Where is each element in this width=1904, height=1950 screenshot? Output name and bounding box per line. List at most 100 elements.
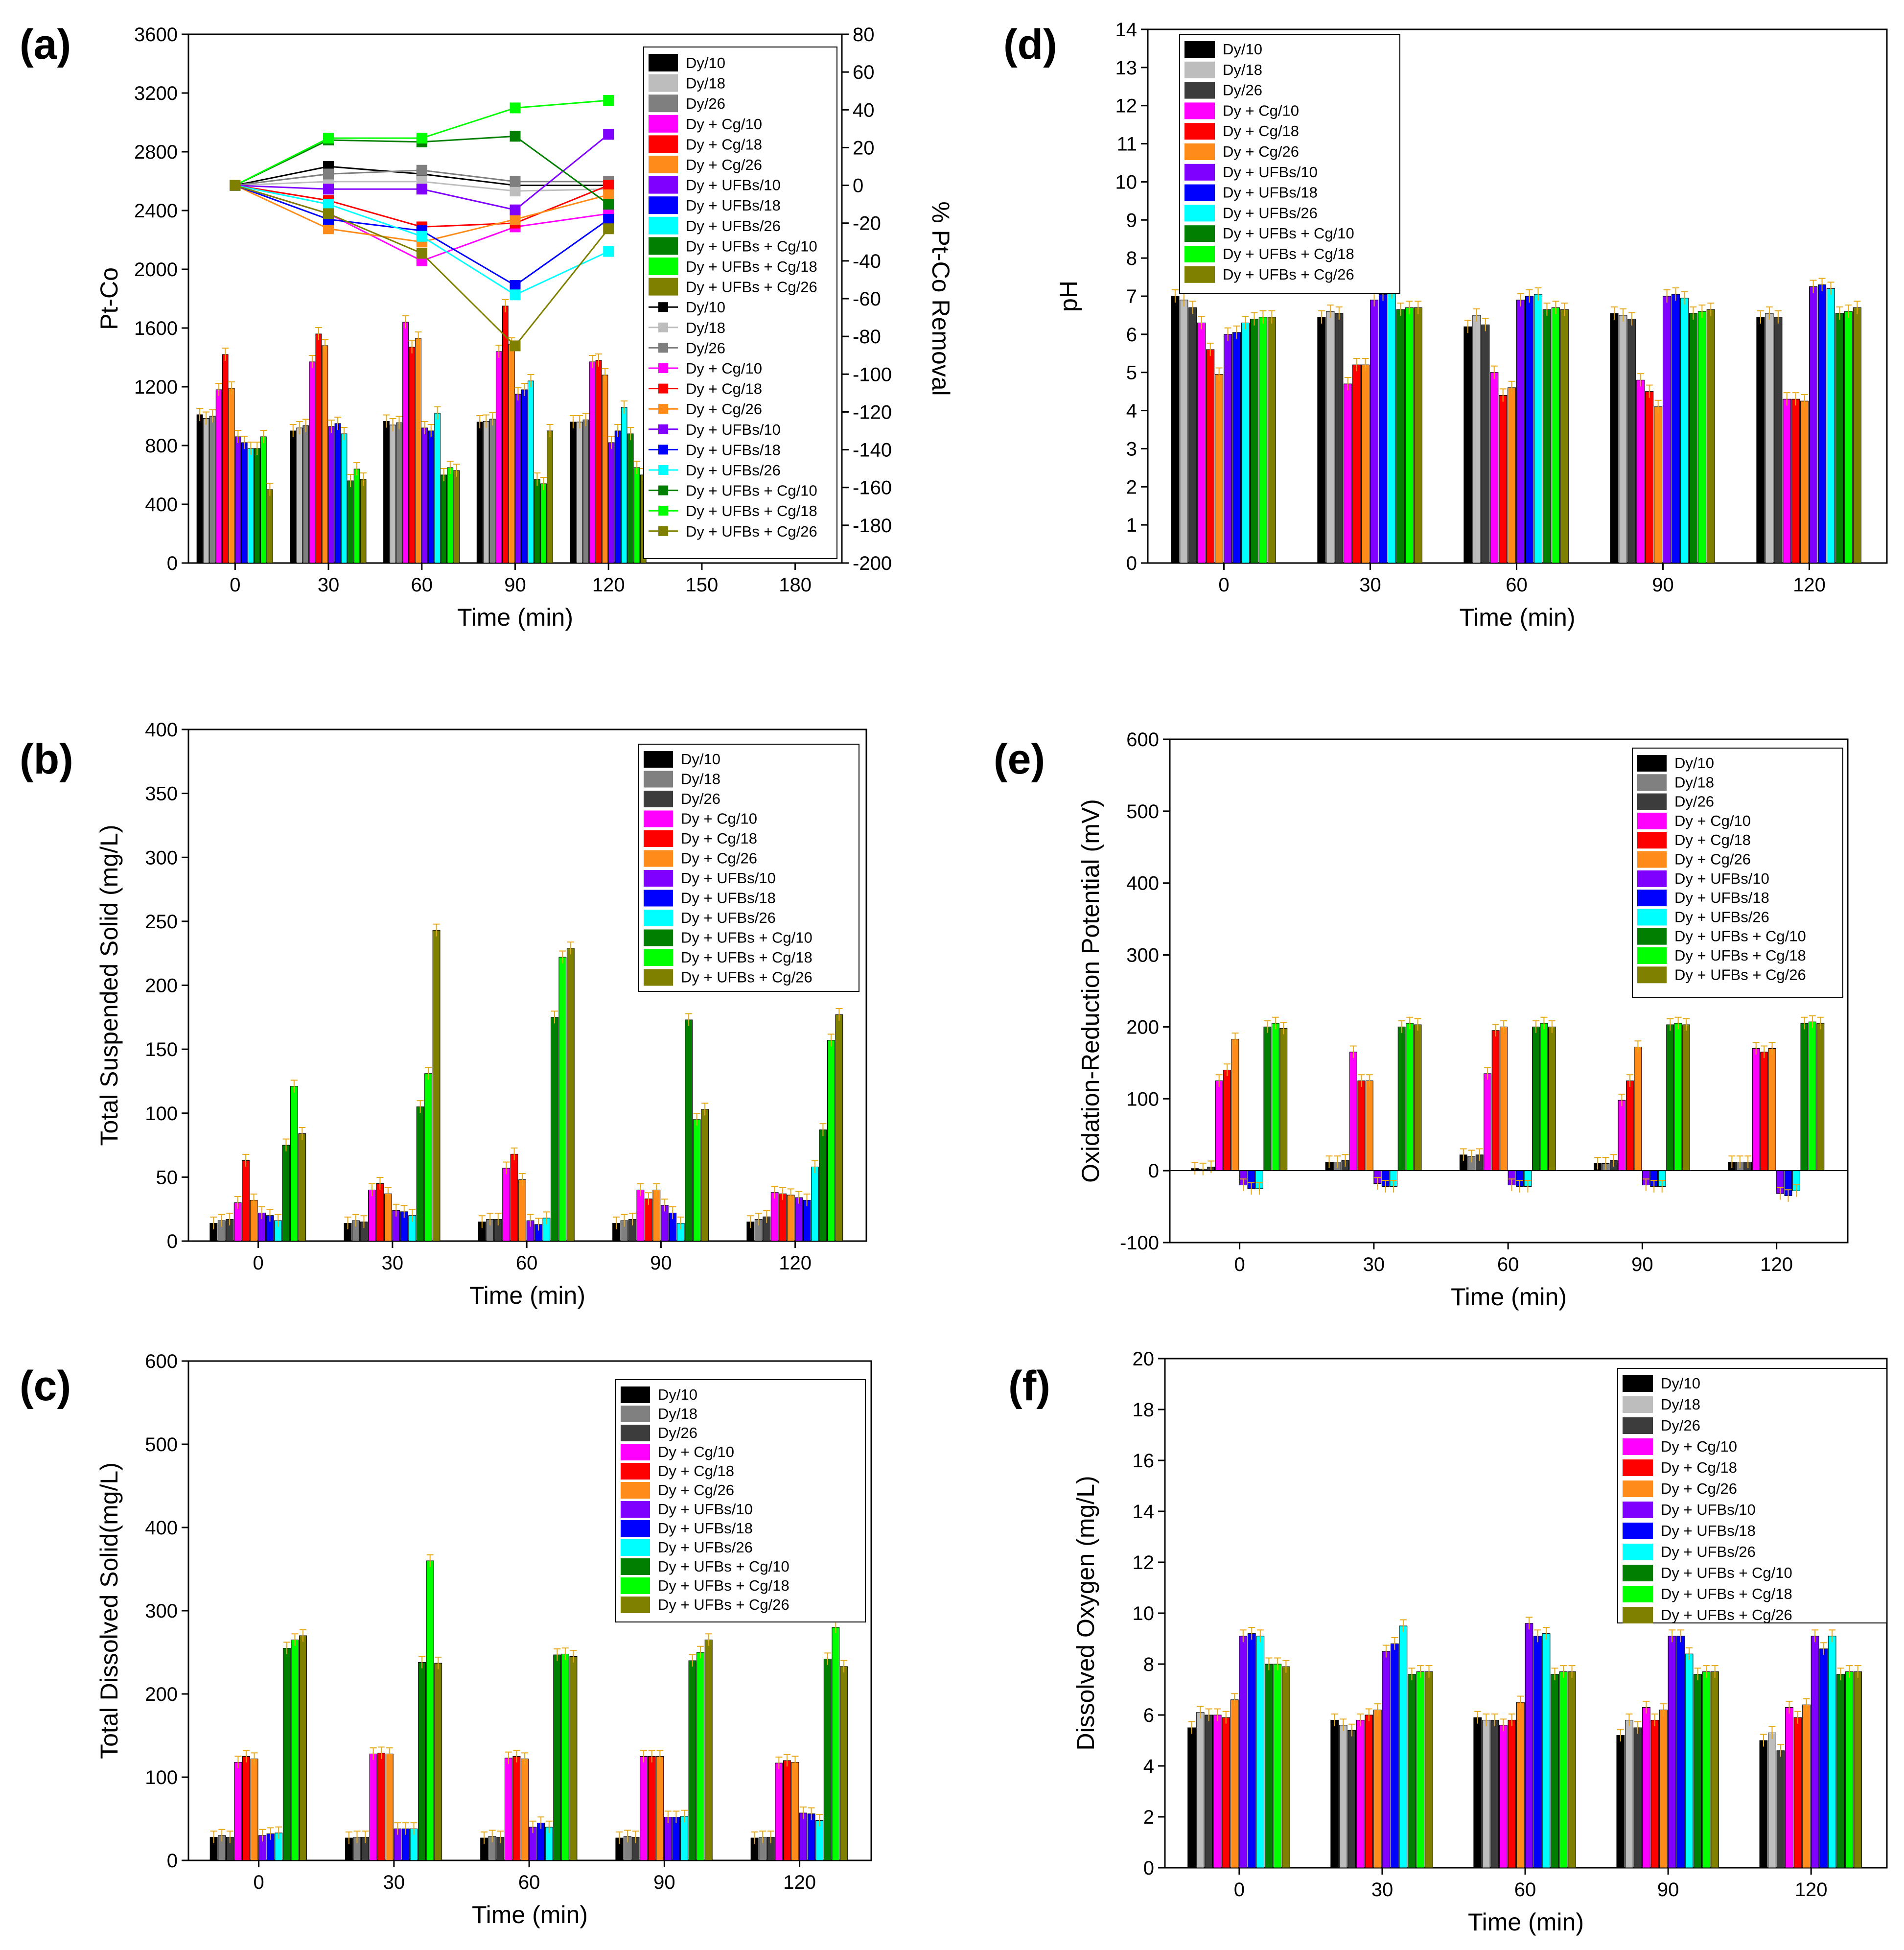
bar-b-s11-c0: [298, 1133, 306, 1242]
bar-b-s3-c3: [636, 1190, 645, 1242]
legend-label: Dy + Cg/18: [1223, 122, 1299, 140]
legend-swatch: [644, 830, 673, 847]
panel-letter: (e): [994, 736, 1045, 783]
bar-d-s5-c3: [1654, 406, 1663, 564]
bar-a-s8-c1: [341, 433, 348, 564]
x-tick-label: 90: [653, 1872, 675, 1893]
bar-e-s9-c2: [1532, 1026, 1540, 1171]
legend-label: Dy + Cg/10: [1223, 102, 1299, 119]
legend-swatch: [1623, 1375, 1653, 1392]
bar-c-s6-c4: [799, 1812, 808, 1861]
y2-tick-label: -60: [853, 288, 881, 310]
line-marker: [323, 184, 334, 195]
bar-d-s5-c0: [1215, 374, 1224, 564]
chart-panel-f: (f) 0 2 4 6 8 10 12 14 16 18 20 0 30 60 90 120 Time (min)…: [1008, 1348, 1888, 1936]
legend-label: Dy + UFBs/10: [686, 421, 781, 438]
y-tick-label: 50: [156, 1167, 178, 1188]
legend-label: Dy + UFBs/18: [1674, 889, 1769, 906]
line-marker: [510, 204, 521, 215]
bar-d-s5-c2: [1508, 387, 1516, 564]
bar-f-s5-c2: [1516, 1702, 1525, 1868]
legend-label: Dy + Cg/26: [686, 156, 762, 173]
bar-b-s8-c4: [811, 1166, 819, 1242]
bar-a-s1-c2: [390, 424, 396, 564]
bar-c-s11-c2: [569, 1656, 578, 1861]
bar-a-s4-c1: [315, 333, 322, 564]
bar-c-s7-c4: [807, 1813, 815, 1861]
y-tick-label: 3200: [134, 83, 178, 104]
bar-d-s9-c4: [1835, 313, 1844, 564]
legend-label: Dy + UFBs/10: [1674, 870, 1769, 887]
legend-swatch: [621, 1425, 650, 1441]
legend-label: Dy + UFBs/10: [658, 1501, 753, 1518]
bar-a-s7-c2: [428, 430, 435, 564]
bar-d-s3-c4: [1783, 399, 1791, 564]
bar-e-s10-c1: [1406, 1023, 1414, 1171]
legend-swatch: [621, 1539, 650, 1556]
legend-swatch: [1637, 966, 1667, 984]
bar-c-s5-c0: [250, 1759, 258, 1861]
x-axis-title: Time (min): [472, 1901, 588, 1928]
legend-label: Dy + UFBs + Cg/18: [1223, 245, 1354, 262]
legend-label: Dy/18: [1674, 774, 1714, 791]
x-tick-label: 90: [650, 1252, 672, 1274]
y-tick-label: 12: [1133, 1552, 1155, 1574]
legend-swatch: [649, 176, 678, 194]
y-tick-label: 350: [145, 783, 178, 805]
legend-swatch: [1623, 1417, 1653, 1434]
bar-d-s9-c3: [1689, 313, 1697, 564]
line-marker: [510, 131, 521, 142]
legend-swatch: [1637, 870, 1667, 887]
bar-f-s9-c0: [1264, 1664, 1273, 1868]
bar-b-s10-c0: [290, 1086, 298, 1242]
bar-b-s9-c0: [282, 1145, 290, 1242]
bar-c-s5-c3: [656, 1756, 664, 1861]
y-axis-title: Total Dissolved Solid(mg/L): [95, 1462, 123, 1759]
bar-f-s4-c2: [1508, 1719, 1516, 1868]
legend-swatch: [1623, 1523, 1653, 1539]
bar-f-s6-c1: [1382, 1651, 1391, 1868]
y-tick-label: 5: [1126, 362, 1137, 384]
legend-marker: [658, 485, 668, 495]
legend-swatch: [621, 1406, 650, 1422]
x-tick-label: 120: [783, 1872, 816, 1893]
legend-swatch: [1184, 164, 1215, 181]
bar-b-s10-c3: [693, 1119, 701, 1242]
bar-f-s3-c0: [1213, 1715, 1222, 1868]
legend-swatch: [1623, 1544, 1653, 1560]
y2-axis-title: % Pt-Co Removal: [927, 201, 954, 396]
bar-a-s3-c0: [215, 389, 222, 564]
bar-a-s3-c2: [402, 322, 409, 564]
bar-a-s9-c3: [534, 479, 540, 564]
bar-e-s11-c4: [1816, 1023, 1825, 1171]
bar-f-s1-c3: [1625, 1719, 1633, 1868]
y-tick-label: 100: [145, 1767, 178, 1788]
bar-c-s9-c2: [553, 1654, 561, 1861]
bar-d-s4-c1: [1352, 364, 1361, 564]
bar-f-s11-c1: [1425, 1671, 1433, 1868]
legend-marker: [658, 302, 668, 312]
y-tick-label: 500: [1126, 801, 1159, 822]
bar-b-s3-c2: [502, 1168, 511, 1242]
bar-f-s4-c1: [1365, 1715, 1373, 1868]
legend-label: Dy/18: [1223, 61, 1262, 78]
bar-c-s5-c4: [791, 1762, 799, 1861]
bar-a-s5-c2: [415, 338, 421, 564]
bar-f-s10-c1: [1416, 1671, 1425, 1868]
y-tick-label: 18: [1133, 1399, 1155, 1421]
y-tick-label: 0: [167, 1850, 178, 1872]
bar-f-s1-c0: [1196, 1712, 1205, 1868]
legend-swatch: [649, 94, 678, 113]
bar-a-s0-c2: [383, 421, 390, 564]
legend-label: Dy + UFBs/26: [1674, 908, 1769, 925]
x-tick-label: 120: [779, 1252, 812, 1274]
x-tick-label: 0: [253, 1252, 263, 1274]
legend-label: Dy + UFBs + Cg/18: [686, 502, 817, 519]
legend-label: Dy + UFBs + Cg/18: [681, 949, 813, 966]
legend-swatch: [1637, 755, 1667, 772]
bar-b-s10-c2: [558, 957, 567, 1242]
x-tick-label: 30: [1363, 1254, 1385, 1275]
legend-swatch: [1184, 205, 1215, 222]
bar-f-s11-c4: [1854, 1671, 1862, 1868]
bar-a-s7-c3: [521, 389, 528, 564]
